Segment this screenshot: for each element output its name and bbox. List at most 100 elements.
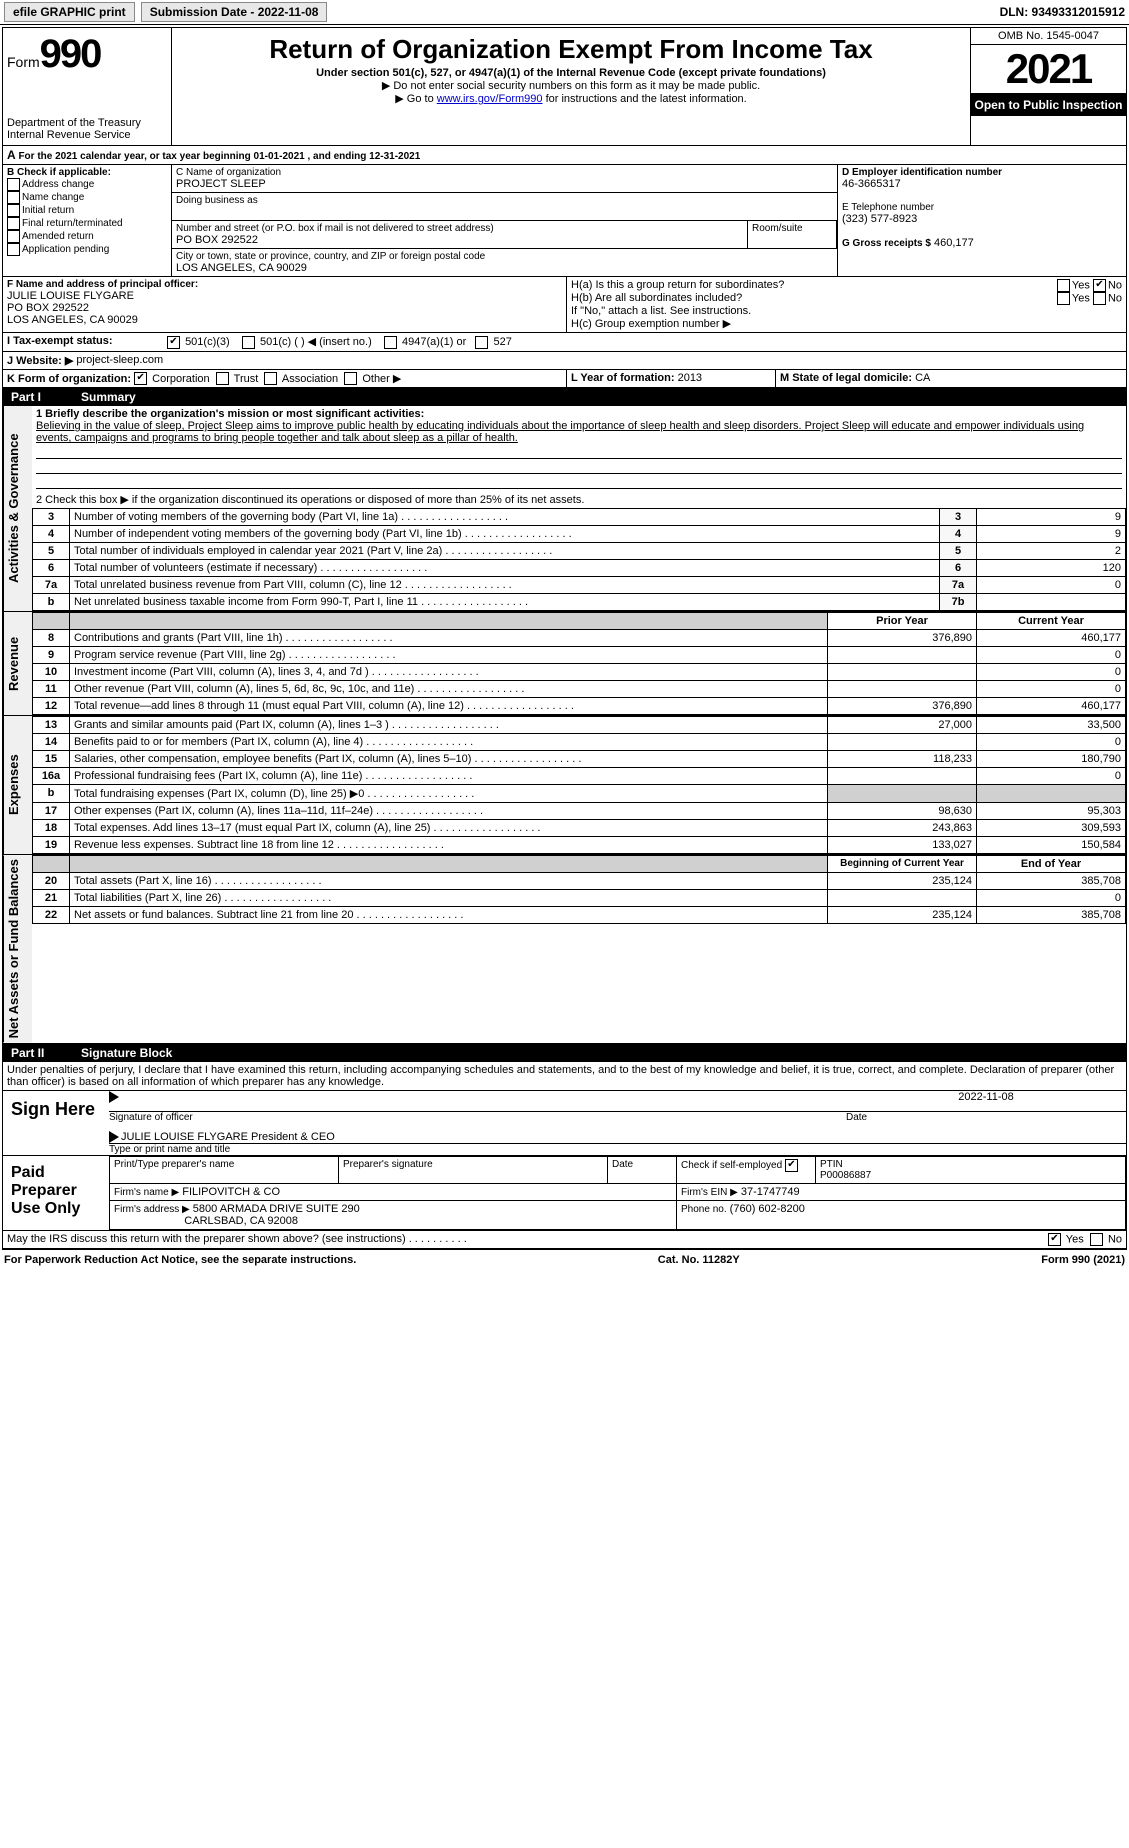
opt-address-change: Address change (22, 179, 94, 190)
table-row: 17Other expenses (Part IX, column (A), l… (33, 803, 1126, 820)
mission-question: 1 Briefly describe the organization's mi… (36, 408, 1122, 420)
form-page: Form 990 (2021) (1041, 1254, 1125, 1266)
sig-date-label: Date (846, 1112, 1126, 1123)
line-a-text: For the 2021 calendar year, or tax year … (18, 151, 420, 162)
checkbox-initial-return[interactable] (7, 204, 20, 217)
checkbox-trust[interactable] (216, 372, 229, 385)
prior-year-header: Prior Year (828, 613, 977, 630)
line-a-tax-year: A For the 2021 calendar year, or tax yea… (3, 146, 1126, 165)
form-header: Form990 Department of the Treasury Inter… (3, 28, 1126, 146)
vtab-revenue: Revenue (3, 612, 32, 715)
checkbox-501c3[interactable] (167, 336, 180, 349)
part-ii-num: Part II (11, 1046, 81, 1060)
line-2-text: 2 Check this box ▶ if the organization d… (36, 494, 584, 506)
checkbox-ha-yes[interactable] (1057, 279, 1070, 292)
officer-addr2: LOS ANGELES, CA 90029 (7, 314, 562, 326)
box-g-label: G Gross receipts $ (842, 238, 931, 249)
street-label: Number and street (or P.O. box if mail i… (176, 223, 743, 234)
checkbox-self-employed[interactable] (785, 1159, 798, 1172)
form-word: Form (7, 54, 40, 70)
box-k-label: K Form of organization: (7, 373, 131, 385)
efile-button[interactable]: efile GRAPHIC print (4, 2, 135, 22)
firm-addr-label: Firm's address ▶ (114, 1204, 190, 1215)
mission-text: Believing in the value of sleep, Project… (36, 420, 1122, 444)
sign-here-label: Sign Here (3, 1091, 109, 1155)
firm-addr1: 5800 ARMADA DRIVE SUITE 290 (193, 1203, 360, 1215)
table-row: 5Total number of individuals employed in… (33, 543, 1126, 560)
opt-initial-return: Initial return (22, 205, 74, 216)
4947-label: 4947(a)(1) or (402, 336, 466, 348)
room-suite-label: Room/suite (752, 223, 832, 234)
city-label: City or town, state or province, country… (176, 251, 833, 262)
net-header-blank (33, 856, 70, 873)
box-m-label: M State of legal domicile: (780, 372, 912, 384)
checkbox-final-return[interactable] (7, 217, 20, 230)
state-domicile: CA (915, 372, 930, 384)
box-d-label: D Employer identification number (842, 167, 1122, 178)
checkbox-hb-yes[interactable] (1057, 292, 1070, 305)
part-i-num: Part I (11, 390, 81, 404)
sig-date-value: 2022-11-08 (846, 1091, 1126, 1112)
tax-year: 2021 (971, 44, 1126, 94)
firm-ein-label: Firm's EIN ▶ (681, 1187, 738, 1198)
vtab-expenses: Expenses (3, 716, 32, 854)
rev-header-blank (33, 613, 70, 630)
checkbox-other[interactable] (344, 372, 357, 385)
city-state-zip: LOS ANGELES, CA 90029 (176, 262, 833, 274)
firm-phone: (760) 602-8200 (730, 1203, 805, 1215)
discuss-yes-label: Yes (1066, 1233, 1084, 1245)
checkbox-application-pending[interactable] (7, 243, 20, 256)
h-b-note: If "No," attach a list. See instructions… (571, 305, 1122, 317)
officer-name: JULIE LOUISE FLYGARE (7, 290, 562, 302)
revenue-table: Prior Year Current Year 8Contributions a… (32, 612, 1126, 715)
submission-date-button[interactable]: Submission Date - 2022-11-08 (141, 2, 328, 22)
ha-no-label: No (1108, 279, 1122, 291)
street-address: PO BOX 292522 (176, 234, 743, 246)
net-header-blank2 (70, 856, 828, 873)
irs-link[interactable]: www.irs.gov/Form990 (437, 93, 543, 105)
opt-application-pending: Application pending (22, 244, 109, 255)
preparer-date-label: Date (608, 1156, 677, 1183)
firm-addr2: CARLSBAD, CA 92008 (184, 1215, 298, 1227)
discuss-no-label: No (1108, 1233, 1122, 1245)
table-row: 18Total expenses. Add lines 13–17 (must … (33, 820, 1126, 837)
checkbox-corporation[interactable] (134, 372, 147, 385)
part-i-header: Part I Summary (3, 388, 1126, 406)
part-i-title: Summary (81, 390, 136, 404)
assoc-label: Association (282, 373, 338, 385)
officer-addr1: PO BOX 292522 (7, 302, 562, 314)
box-l-label: L Year of formation: (571, 372, 675, 384)
hb-no-label: No (1108, 292, 1122, 304)
checkbox-association[interactable] (264, 372, 277, 385)
discuss-question: May the IRS discuss this return with the… (7, 1233, 1048, 1246)
checkbox-name-change[interactable] (7, 191, 20, 204)
preparer-name-label: Print/Type preparer's name (110, 1156, 339, 1183)
checkbox-ha-no[interactable] (1093, 279, 1106, 292)
box-b-title: B Check if applicable: (7, 167, 167, 178)
paid-preparer-table: Print/Type preparer's name Preparer's si… (109, 1156, 1126, 1230)
part-ii-header: Part II Signature Block (3, 1044, 1126, 1062)
table-row: 7aTotal unrelated business revenue from … (33, 577, 1126, 594)
checkbox-501c[interactable] (242, 336, 255, 349)
checkbox-discuss-yes[interactable] (1048, 1233, 1061, 1246)
table-row: 20Total assets (Part X, line 16)235,1243… (33, 873, 1126, 890)
telephone-value: (323) 577-8923 (842, 213, 1122, 225)
table-row: 14Benefits paid to or for members (Part … (33, 734, 1126, 751)
net-assets-table: Beginning of Current Year End of Year 20… (32, 855, 1126, 924)
cat-no: Cat. No. 11282Y (658, 1254, 740, 1266)
checkbox-address-change[interactable] (7, 178, 20, 191)
trust-label: Trust (234, 373, 259, 385)
box-c-label: C Name of organization (176, 167, 833, 178)
end-year-header: End of Year (977, 856, 1126, 873)
h-b-question: H(b) Are all subordinates included? (571, 292, 1057, 305)
checkbox-4947[interactable] (384, 336, 397, 349)
checkbox-discuss-no[interactable] (1090, 1233, 1103, 1246)
firm-name: FILIPOVITCH & CO (182, 1186, 280, 1198)
preparer-sig-label: Preparer's signature (339, 1156, 608, 1183)
firm-phone-label: Phone no. (681, 1204, 727, 1215)
box-i-label: I Tax-exempt status: (7, 335, 167, 349)
checkbox-hb-no[interactable] (1093, 292, 1106, 305)
checkbox-amended[interactable] (7, 230, 20, 243)
checkbox-527[interactable] (475, 336, 488, 349)
table-row: 3Number of voting members of the governi… (33, 509, 1126, 526)
